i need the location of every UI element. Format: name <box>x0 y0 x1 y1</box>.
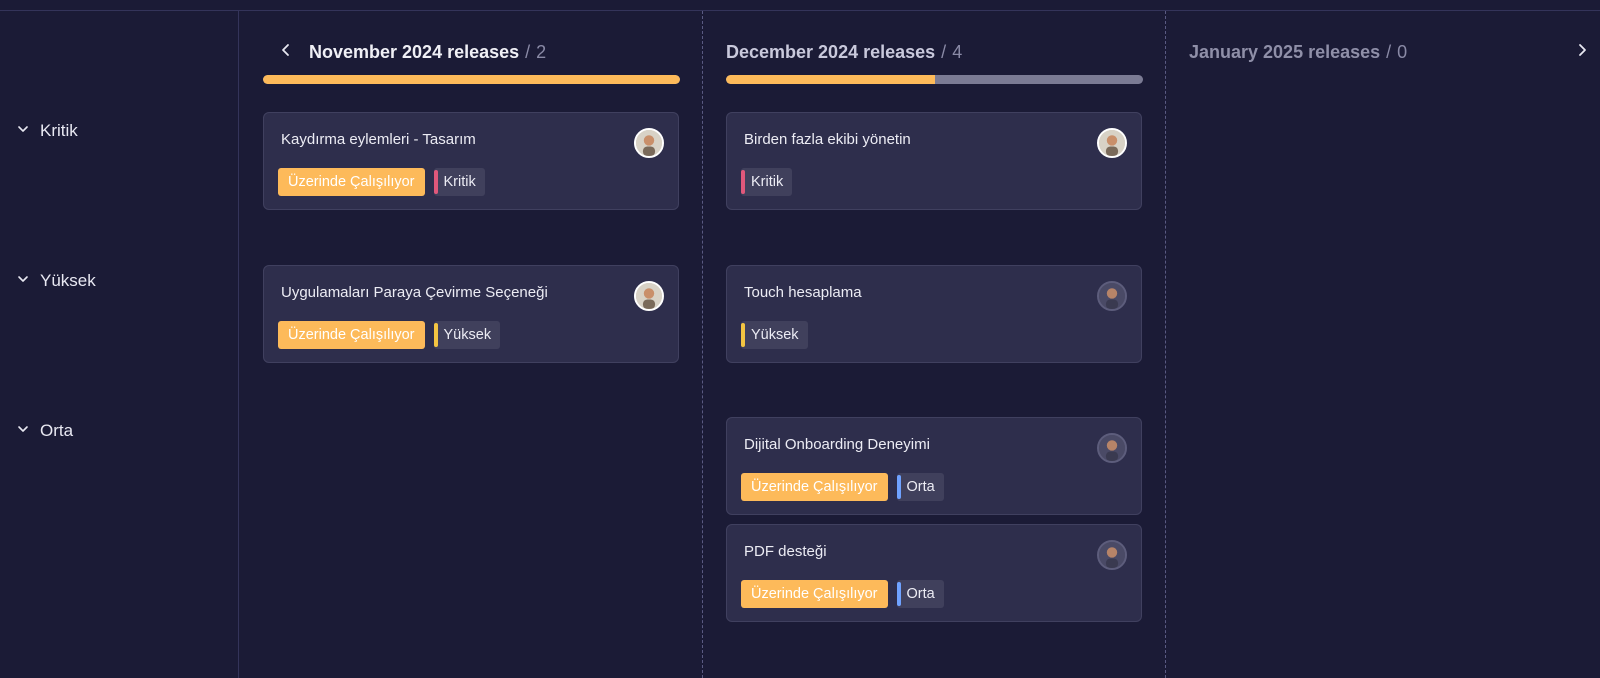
progress-fill <box>726 75 935 84</box>
chevron-down-icon <box>16 271 30 291</box>
column-title: January 2025 releases <box>1189 41 1381 62</box>
card-tags: Üzerinde Çalışılıyor Kritik <box>278 168 485 196</box>
column-title: November 2024 releases <box>309 41 520 62</box>
card-tags: Üzerinde Çalışılıyor Orta <box>741 580 944 608</box>
release-card[interactable]: Touch hesaplama Yüksek <box>726 265 1142 363</box>
column-title: December 2024 releases <box>726 41 936 62</box>
status-tag[interactable]: Üzerinde Çalışılıyor <box>278 168 425 196</box>
priority-tag[interactable]: Yüksek <box>433 321 501 349</box>
avatar[interactable] <box>1097 128 1127 158</box>
chevron-left-icon <box>279 43 293 62</box>
status-tag[interactable]: Üzerinde Çalışılıyor <box>741 473 888 501</box>
column-count: 2 <box>536 41 547 62</box>
column-header-november: November 2024 releases / 2 <box>309 38 546 66</box>
column-header-january: January 2025 releases / 0 <box>1189 38 1407 66</box>
status-tag[interactable]: Üzerinde Çalışılıyor <box>278 321 425 349</box>
group-toggle-yuksek[interactable]: Yüksek <box>16 269 96 293</box>
next-period-button[interactable] <box>1572 42 1592 62</box>
column-divider <box>1165 11 1166 678</box>
chevron-down-icon <box>16 421 30 441</box>
progress-bar-november <box>263 75 680 84</box>
prev-period-button[interactable] <box>276 42 296 62</box>
avatar[interactable] <box>1097 540 1127 570</box>
card-title: PDF desteği <box>744 543 827 560</box>
column-separator: / <box>525 41 531 62</box>
status-tag[interactable]: Üzerinde Çalışılıyor <box>741 580 888 608</box>
priority-tag[interactable]: Yüksek <box>741 321 808 349</box>
avatar[interactable] <box>1097 281 1127 311</box>
card-tags: Kritik <box>741 168 793 196</box>
group-label-text: Orta <box>40 421 74 440</box>
avatar[interactable] <box>634 128 664 158</box>
release-card[interactable]: Uygulamaları Paraya Çevirme Seçeneği Üze… <box>263 265 679 363</box>
column-count: 4 <box>952 41 963 62</box>
progress-fill <box>263 75 680 84</box>
release-card[interactable]: Dijital Onboarding Deneyimi Üzerinde Çal… <box>726 417 1142 515</box>
card-tags: Yüksek <box>741 321 808 349</box>
progress-bar-december <box>726 75 1143 84</box>
priority-sidebar <box>0 11 239 678</box>
card-title: Dijital Onboarding Deneyimi <box>744 436 930 453</box>
column-count: 0 <box>1397 41 1408 62</box>
card-title: Kaydırma eylemleri - Tasarım <box>281 131 476 148</box>
priority-tag[interactable]: Orta <box>896 580 944 608</box>
column-header-december: December 2024 releases / 4 <box>726 38 962 66</box>
card-title: Uygulamaları Paraya Çevirme Seçeneği <box>281 284 548 301</box>
card-title: Birden fazla ekibi yönetin <box>744 131 911 148</box>
group-label-text: Kritik <box>40 121 78 140</box>
column-separator: / <box>1386 41 1392 62</box>
release-card[interactable]: PDF desteği Üzerinde Çalışılıyor Orta <box>726 524 1142 622</box>
chevron-down-icon <box>16 121 30 141</box>
card-tags: Üzerinde Çalışılıyor Orta <box>741 473 944 501</box>
top-border <box>0 10 1600 11</box>
group-label-text: Yüksek <box>40 271 96 290</box>
avatar[interactable] <box>634 281 664 311</box>
avatar[interactable] <box>1097 433 1127 463</box>
release-card[interactable]: Birden fazla ekibi yönetin Kritik <box>726 112 1142 210</box>
card-title: Touch hesaplama <box>744 284 862 301</box>
column-divider <box>702 11 703 678</box>
priority-tag[interactable]: Kritik <box>433 168 485 196</box>
column-separator: / <box>941 41 947 62</box>
release-card[interactable]: Kaydırma eylemleri - Tasarım Üzerinde Ça… <box>263 112 679 210</box>
priority-tag[interactable]: Kritik <box>741 168 793 196</box>
card-tags: Üzerinde Çalışılıyor Yüksek <box>278 321 501 349</box>
group-toggle-kritik[interactable]: Kritik <box>16 119 78 143</box>
chevron-right-icon <box>1575 43 1589 62</box>
priority-tag[interactable]: Orta <box>896 473 944 501</box>
group-toggle-orta[interactable]: Orta <box>16 419 73 443</box>
